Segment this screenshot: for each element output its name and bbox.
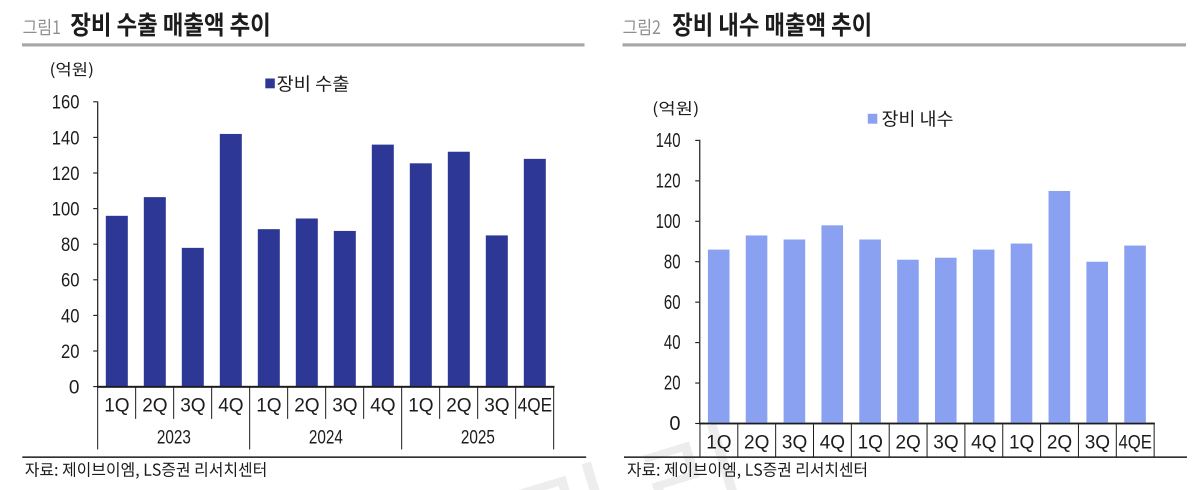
svg-text:0: 0: [69, 378, 80, 399]
svg-text:140: 140: [656, 130, 681, 152]
svg-text:2023: 2023: [157, 428, 191, 449]
svg-text:2Q: 2Q: [142, 396, 167, 417]
svg-text:3Q: 3Q: [933, 432, 958, 453]
svg-text:100: 100: [656, 211, 681, 233]
svg-text:1Q: 1Q: [858, 432, 883, 453]
svg-text:100: 100: [52, 200, 80, 221]
svg-text:2Q: 2Q: [1047, 432, 1072, 453]
svg-text:160: 160: [52, 93, 80, 114]
svg-text:60: 60: [664, 292, 681, 314]
svg-text:2Q: 2Q: [744, 432, 769, 453]
svg-text:4QE: 4QE: [518, 396, 553, 417]
svg-text:1Q: 1Q: [706, 432, 731, 453]
svg-text:4QE: 4QE: [1118, 432, 1152, 453]
svg-text:1Q: 1Q: [408, 396, 433, 417]
svg-text:120: 120: [656, 170, 681, 192]
svg-text:3Q: 3Q: [782, 432, 807, 453]
svg-text:60: 60: [61, 271, 80, 292]
svg-text:4Q: 4Q: [218, 396, 243, 417]
svg-text:4Q: 4Q: [820, 432, 845, 453]
svg-text:2024: 2024: [309, 428, 343, 449]
svg-text:1Q: 1Q: [1009, 432, 1034, 453]
svg-text:4Q: 4Q: [971, 432, 996, 453]
svg-text:3Q: 3Q: [180, 396, 205, 417]
svg-text:2Q: 2Q: [446, 396, 471, 417]
svg-text:4Q: 4Q: [370, 396, 395, 417]
svg-text:3Q: 3Q: [484, 396, 509, 417]
svg-text:140: 140: [52, 128, 80, 149]
svg-text:1Q: 1Q: [256, 396, 281, 417]
svg-text:20: 20: [61, 342, 80, 363]
svg-text:40: 40: [61, 306, 80, 327]
svg-text:80: 80: [61, 235, 80, 256]
svg-text:2Q: 2Q: [294, 396, 319, 417]
svg-text:0: 0: [669, 413, 680, 435]
svg-text:3Q: 3Q: [332, 396, 357, 417]
svg-text:20: 20: [664, 373, 681, 395]
svg-text:2025: 2025: [461, 428, 495, 449]
svg-text:1Q: 1Q: [104, 396, 129, 417]
svg-text:3Q: 3Q: [1085, 432, 1110, 453]
svg-text:120: 120: [52, 164, 80, 185]
svg-text:80: 80: [664, 251, 681, 273]
svg-text:40: 40: [664, 332, 681, 354]
svg-text:2Q: 2Q: [895, 432, 920, 453]
